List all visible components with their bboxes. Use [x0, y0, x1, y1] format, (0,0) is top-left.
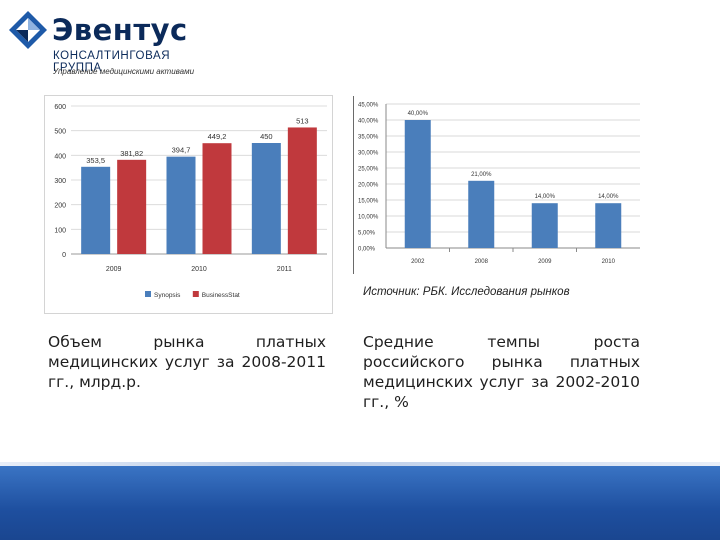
bar [202, 143, 232, 254]
legend-label: Synopsis [154, 292, 181, 299]
data-label: 14,00% [535, 194, 556, 200]
data-label: 14,00% [598, 194, 619, 200]
y-tick-label: 300 [54, 178, 66, 185]
y-tick-label: 600 [54, 104, 66, 111]
bar [251, 143, 281, 254]
data-label: 381,82 [120, 149, 143, 158]
data-label: 513 [296, 116, 309, 125]
x-tick-label: 2009 [538, 259, 552, 265]
company-logo: Эвентус КОНСАЛТИНГОВАЯ ГРУППА Управление… [8, 8, 208, 78]
growth-rate-chart: 0,00% 5,00% 10,00% 15,00% 20,00% 25,00% 30,00%… [358, 103, 640, 265]
y-tick-label: 0 [62, 252, 66, 259]
bar [404, 120, 431, 248]
bar [117, 159, 147, 254]
bar [531, 203, 558, 248]
left-chart-caption: Объем рынка платных медицинских услуг за… [48, 333, 326, 391]
bar [595, 203, 622, 248]
x-tick-label: 2002 [411, 259, 425, 265]
y-tick-label: 20,00% [358, 183, 379, 189]
x-tick-label: 2009 [106, 266, 122, 273]
market-volume-chart: 0 100 200 300 400 500 600 2009 353,5 381,82 2010 39… [54, 104, 327, 299]
footer-stripe [0, 462, 720, 468]
y-tick-label: 25,00% [358, 167, 379, 173]
data-label: 449,2 [208, 132, 227, 141]
data-label: 394,7 [172, 146, 191, 155]
y-tick-label: 45,00% [358, 103, 379, 109]
bar [166, 156, 196, 254]
logo-diamond-icon [9, 11, 47, 49]
bar [81, 166, 111, 254]
data-label: 21,00% [471, 172, 492, 178]
y-tick-label: 200 [54, 203, 66, 210]
y-tick-label: 35,00% [358, 135, 379, 141]
logo-name: Эвентус [52, 13, 188, 47]
market-volume-chart-panel: 0 100 200 300 400 500 600 2009 353,5 381,82 2010 39… [44, 95, 333, 314]
source-note: Источник: РБК. Исследования рынков [363, 286, 570, 298]
legend-swatch [145, 291, 151, 297]
bar [287, 127, 317, 254]
footer-band [0, 466, 720, 540]
x-tick-label: 2010 [191, 266, 207, 273]
right-chart-caption: Средние темпы роста российского рынка пл… [363, 333, 640, 411]
growth-rate-chart-panel: 0,00% 5,00% 10,00% 15,00% 20,00% 25,00% 30,00%… [354, 96, 646, 274]
y-tick-label: 5,00% [358, 231, 376, 237]
logo-tagline: Управление медицинскими активами [53, 67, 195, 76]
legend-label: BusinessStat [202, 292, 240, 299]
y-tick-label: 500 [54, 129, 66, 136]
y-tick-label: 400 [54, 153, 66, 160]
legend-swatch [192, 291, 199, 297]
bar [468, 180, 495, 248]
x-tick-label: 2008 [475, 259, 489, 265]
x-tick-label: 2010 [602, 259, 616, 265]
x-tick-label: 2011 [277, 266, 292, 273]
y-tick-label: 30,00% [358, 151, 379, 157]
y-tick-label: 10,00% [358, 215, 379, 221]
data-label: 450 [260, 132, 273, 141]
data-label: 40,00% [408, 111, 429, 117]
data-label: 353,5 [86, 156, 105, 165]
logo-subtitle: КОНСАЛТИНГОВАЯ ГРУППА [53, 50, 171, 74]
y-tick-label: 40,00% [358, 119, 379, 125]
y-tick-label: 100 [54, 227, 66, 234]
y-tick-label: 15,00% [358, 199, 379, 205]
y-tick-label: 0,00% [358, 247, 376, 253]
